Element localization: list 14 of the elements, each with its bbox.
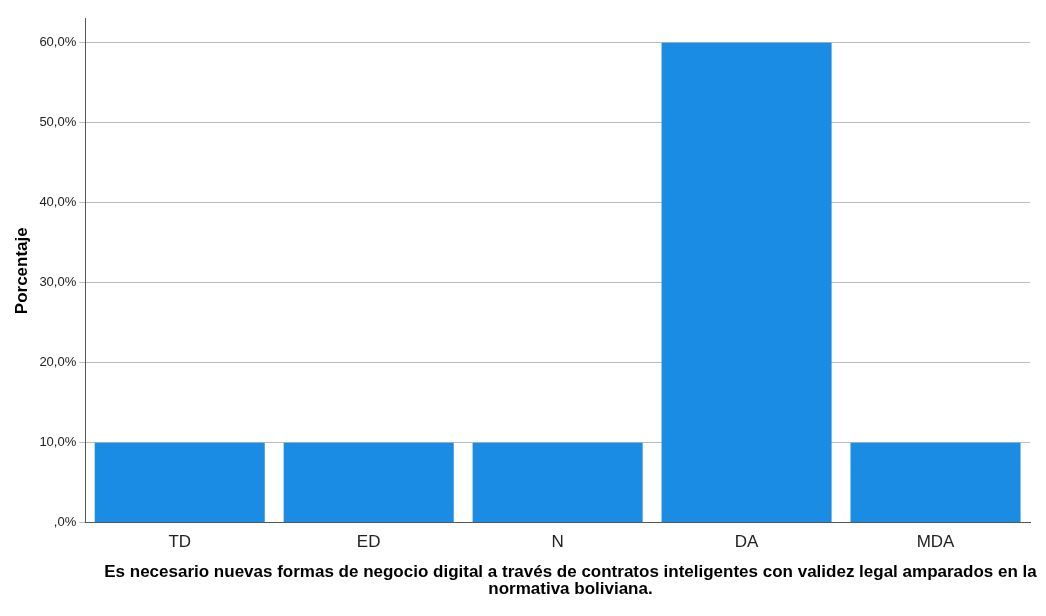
x-tick-label: N bbox=[551, 532, 564, 552]
x-axis-title: Es necesario nuevas formas de negocio digital a través de contratos inteligentes con validez legal amparados en la normativa boliviana. bbox=[103, 562, 1038, 598]
y-tick-label: 10,0% bbox=[39, 434, 77, 450]
x-tick-label: TD bbox=[168, 532, 192, 552]
x-tick-label: MDA bbox=[916, 532, 956, 552]
y-axis-title: Porcentaje bbox=[11, 227, 31, 315]
y-tick-label: 50,0% bbox=[39, 114, 77, 130]
y-tick-label: 60,0% bbox=[39, 34, 77, 50]
y-tick-label: 40,0% bbox=[39, 194, 77, 210]
x-tick-label: DA bbox=[734, 532, 760, 552]
y-tick-label: ,0% bbox=[53, 514, 77, 530]
x-tick-label: ED bbox=[356, 532, 381, 552]
y-tick-label: 20,0% bbox=[39, 354, 77, 370]
y-tick-label: 30,0% bbox=[39, 274, 77, 290]
